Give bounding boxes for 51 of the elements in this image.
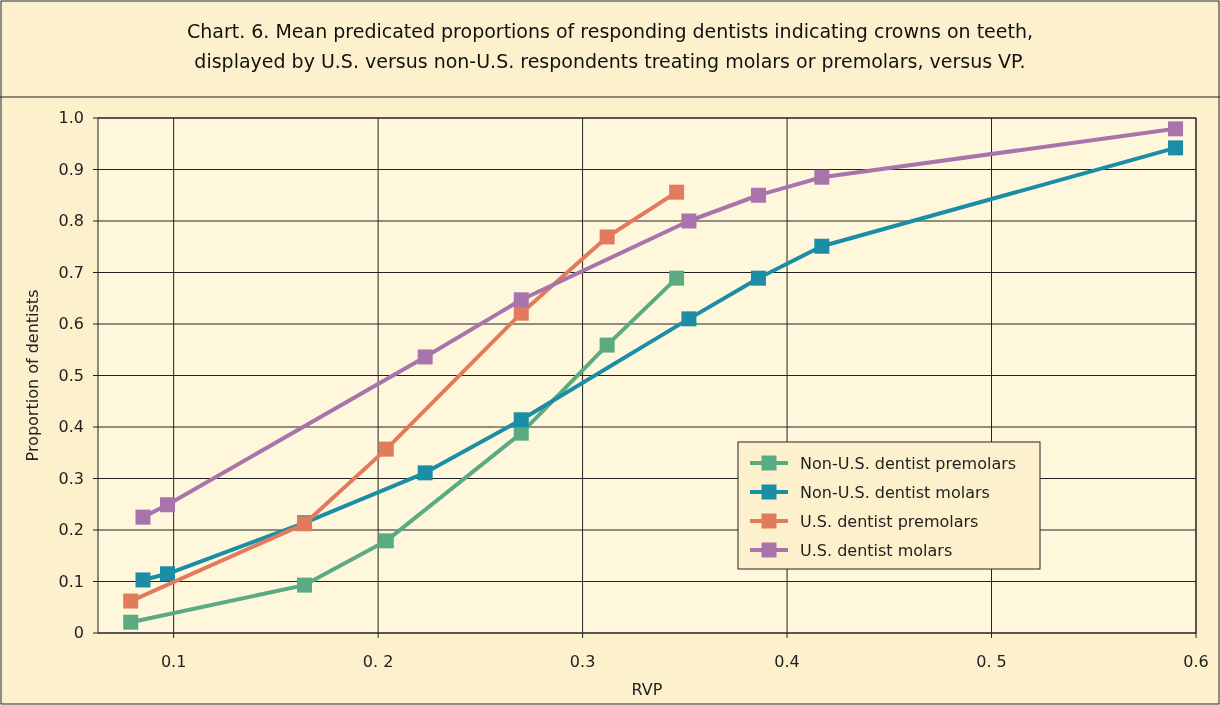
- point: [814, 169, 830, 185]
- point: [669, 184, 685, 200]
- y-tick-label: 0.3: [58, 468, 84, 488]
- point: [123, 614, 139, 630]
- x-tick-label: 0.3: [569, 652, 596, 671]
- point: [135, 572, 151, 588]
- point: [378, 441, 394, 457]
- legend-label: Non-U.S. dentist molars: [800, 483, 990, 502]
- y-tick-label: 0.4: [58, 417, 84, 436]
- point: [513, 305, 529, 321]
- y-tick-label: 0.8: [58, 211, 84, 230]
- point: [513, 292, 529, 308]
- point: [513, 425, 529, 441]
- point: [297, 577, 313, 593]
- y-tick-label: 1.0: [58, 108, 84, 127]
- y-tick-label: 0.6: [58, 314, 84, 333]
- x-tick-label: 0.6: [1183, 652, 1209, 671]
- point: [513, 412, 529, 428]
- point: [417, 349, 433, 365]
- point: [599, 337, 615, 353]
- point: [681, 213, 697, 229]
- x-tick-label: 0.1: [160, 652, 187, 671]
- y-tick-label: 0.5: [58, 365, 84, 385]
- y-tick-label: 0.2: [58, 520, 84, 539]
- legend-label: Non-U.S. dentist premolars: [800, 454, 1017, 473]
- point: [814, 238, 830, 254]
- point: [750, 270, 766, 286]
- point: [135, 509, 151, 525]
- y-axis-title: Proportion of dentists: [23, 289, 42, 462]
- point: [160, 566, 176, 582]
- point: [1168, 140, 1184, 156]
- point: [681, 311, 697, 327]
- y-tick-label: 0.7: [58, 262, 84, 282]
- point: [599, 229, 615, 245]
- point: [1168, 121, 1184, 137]
- x-tick-label: 0. 2: [362, 652, 394, 671]
- legend-label: U.S. dentist premolars: [800, 512, 979, 531]
- point: [669, 270, 685, 286]
- point: [750, 187, 766, 203]
- point: [160, 497, 176, 513]
- point: [123, 593, 139, 609]
- chart-title: Chart. 6. Mean predicated proportions of responding dentists indicating crowns on teeth, displayed by U.S. versus non-U.S. respondents treating molars or premolars, versus VP.: [186, 20, 1034, 72]
- legend-label: U.S. dentist molars: [800, 541, 953, 560]
- y-tick-label: 0: [73, 623, 84, 642]
- y-tick-label: 0.1: [58, 571, 84, 591]
- x-tick-label: 0.4: [774, 652, 800, 671]
- x-tick-label: 0. 5: [976, 652, 1007, 671]
- point: [378, 533, 394, 549]
- point: [417, 465, 433, 481]
- x-axis-title: RVP: [631, 680, 663, 699]
- y-tick-label: 0.9: [58, 159, 84, 179]
